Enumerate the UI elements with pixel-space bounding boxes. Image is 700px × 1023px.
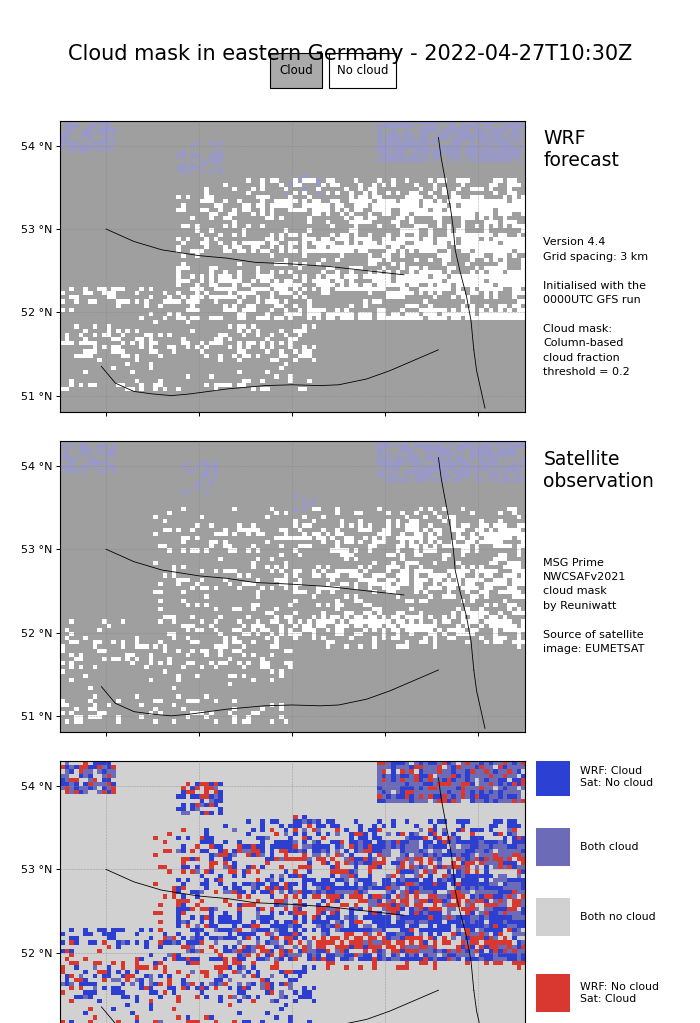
Text: MSG Prime
NWCSAFv2021
cloud mask
by Reuniwatt

Source of satellite
image: EUMETS: MSG Prime NWCSAFv2021 cloud mask by Reun… <box>543 558 645 654</box>
Text: Both no cloud: Both no cloud <box>580 913 655 922</box>
Text: WRF
forecast: WRF forecast <box>543 130 620 171</box>
Text: Cloud mask in eastern Germany - 2022-04-27T10:30Z: Cloud mask in eastern Germany - 2022-04-… <box>68 44 632 64</box>
Text: WRF: Cloud
Sat: No cloud: WRF: Cloud Sat: No cloud <box>580 766 652 789</box>
Text: Satellite
observation: Satellite observation <box>543 450 655 491</box>
Bar <box>270 53 322 88</box>
Bar <box>536 898 570 936</box>
Text: WRF: No cloud
Sat: Cloud: WRF: No cloud Sat: Cloud <box>580 982 659 1005</box>
Text: No cloud: No cloud <box>337 63 388 77</box>
Text: Cloud: Cloud <box>279 63 313 77</box>
Bar <box>536 758 570 796</box>
Text: Version 4.4
Grid spacing: 3 km

Initialised with the
0000UTC GFS run

Cloud mask: Version 4.4 Grid spacing: 3 km Initialis… <box>543 237 648 376</box>
Bar <box>536 829 570 866</box>
Bar <box>536 974 570 1012</box>
Bar <box>329 53 396 88</box>
Text: Both cloud: Both cloud <box>580 842 638 852</box>
